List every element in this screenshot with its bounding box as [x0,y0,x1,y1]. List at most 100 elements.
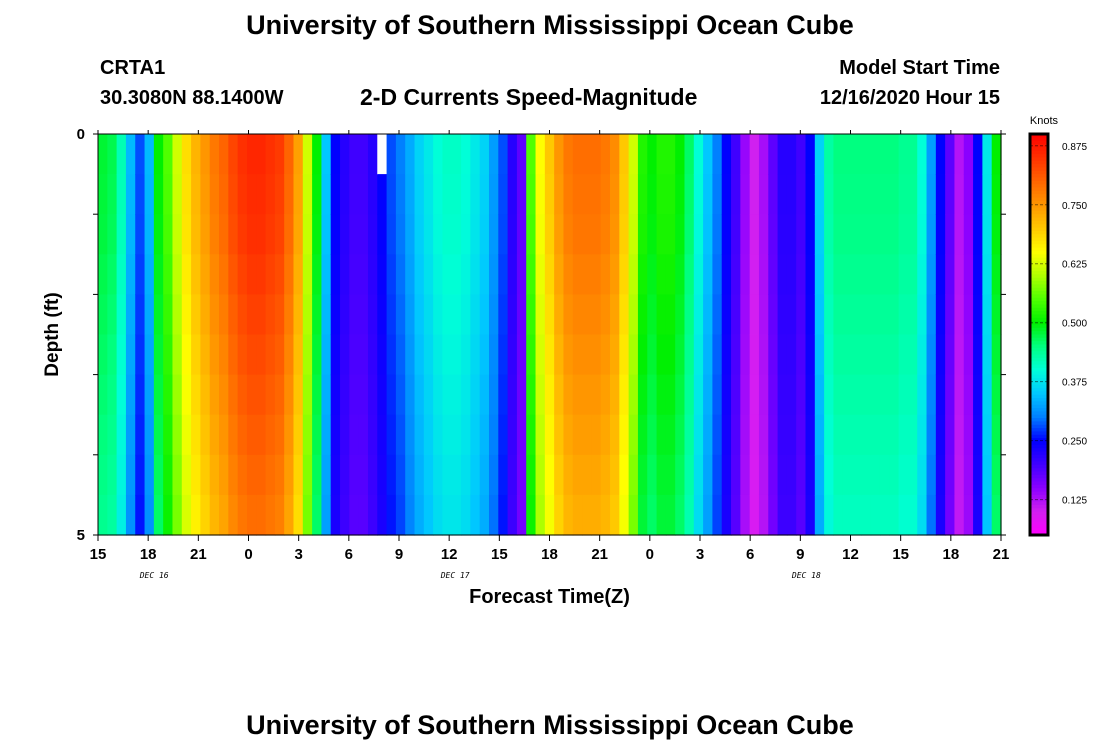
heatmap-cell [377,374,388,416]
heatmap-cell [619,334,630,376]
heatmap-cell [889,214,900,255]
heatmap-cell [321,174,332,215]
heatmap-cell [163,414,174,456]
heatmap-cell [703,374,714,416]
colorbar-swatch [1030,347,1048,352]
heatmap-cell [256,134,267,175]
heatmap-cell [163,294,174,336]
colorbar-swatch [1030,327,1048,332]
heatmap-cell [98,174,108,215]
heatmap-cell [191,454,201,496]
heatmap-cell [507,134,518,175]
heatmap-cell [237,294,248,336]
colorbar-tick-label: 0.625 [1062,260,1087,271]
colorbar-swatch [1030,421,1048,426]
heatmap-cell [293,254,304,295]
heatmap-cell [665,134,676,175]
heatmap-cell [228,214,239,255]
heatmap-cell [963,134,974,175]
heatmap-cell [824,254,835,295]
page-title: University of Southern Mississippi Ocean… [246,10,854,40]
heatmap-cell [516,414,527,456]
colorbar-swatch [1030,277,1048,282]
heatmap-cell [442,414,453,456]
heatmap-cell [824,134,835,175]
heatmap-cell [991,374,1002,416]
heatmap-cell [647,334,658,376]
heatmap-cell [563,254,574,295]
colorbar-swatch [1030,247,1048,252]
heatmap-cell [861,414,872,456]
heatmap-cell [451,294,462,336]
heatmap-cell [302,174,313,215]
plot-title: 2-D Currents Speed-Magnitude [360,84,698,110]
heatmap-cell [926,374,937,416]
heatmap-cell [507,334,518,376]
heatmap-cell [181,214,192,255]
heatmap-cell [516,294,527,336]
heatmap-cell [461,334,471,376]
heatmap-cell [963,254,974,295]
heatmap-cell [135,494,146,536]
heatmap-cell [703,254,714,295]
heatmap-cell [982,134,993,175]
heatmap-cell [302,494,313,536]
heatmap-cell [731,494,741,536]
heatmap-cell [572,414,583,456]
heatmap-cell [610,374,620,416]
heatmap-cell [712,374,723,416]
heatmap-cell [386,334,397,376]
heatmap-cell [898,134,909,175]
heatmap-cell [507,294,518,336]
colorbar-swatch [1030,394,1048,399]
heatmap-cell [293,414,304,456]
heatmap-cell [693,254,704,295]
heatmap-cell [758,454,769,496]
heatmap-cell [312,374,323,416]
heatmap-cell [395,254,406,295]
heatmap-cell [451,334,462,376]
heatmap-cell [284,414,295,456]
heatmap-cell [721,374,732,416]
x-tick-label: 15 [90,546,107,563]
heatmap-cell [153,174,164,215]
heatmap-cell [600,174,611,215]
heatmap-cell [125,454,136,496]
heatmap-cell [358,494,369,536]
heatmap-cell [600,414,611,456]
heatmap-cell [954,134,965,175]
heatmap-cell [684,334,695,376]
colorbar-swatch [1030,334,1048,339]
heatmap-cell [814,254,825,295]
heatmap-cell [414,414,425,456]
heatmap-cell [712,174,723,215]
heatmap-cell [330,414,341,456]
heatmap-cell [628,334,639,376]
heatmap-cell [740,414,751,456]
heatmap-cell [312,254,323,295]
heatmap-cell [386,294,397,336]
heatmap-cell [740,174,751,215]
heatmap-cell [395,494,406,536]
heatmap-cell [591,494,602,536]
heatmap-cell [721,454,732,496]
heatmap-cell [516,174,527,215]
heatmap-cell [209,174,220,215]
date-label: DEC 16 [139,571,169,580]
heatmap-cell [433,494,444,536]
heatmap-cell [945,334,956,376]
heatmap-cell [265,214,276,255]
colorbar-swatch [1030,508,1048,513]
model-start-label: Model Start Time [839,57,1000,79]
heatmap-cell [879,334,890,376]
heatmap-cell [824,294,835,336]
heatmap-cell [367,134,378,175]
heatmap-cell [172,254,183,295]
heatmap-cell [879,254,890,295]
heatmap-cell [144,414,155,456]
heatmap-cell [684,174,695,215]
heatmap-cell [554,374,565,416]
heatmap-cell [246,374,257,416]
colorbar-swatch [1030,321,1048,325]
heatmap-cell [628,454,639,496]
